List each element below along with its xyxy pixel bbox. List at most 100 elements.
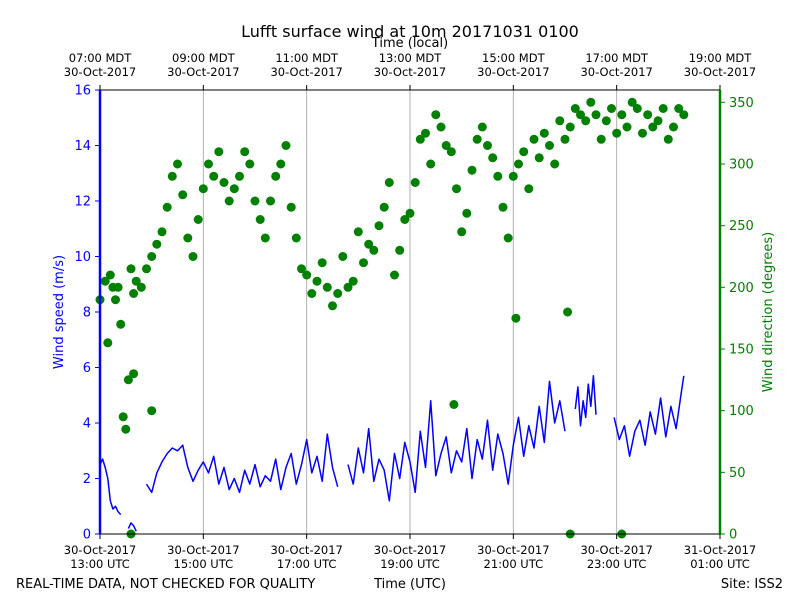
wind-direction-point bbox=[322, 282, 332, 292]
wind-direction-point bbox=[131, 276, 141, 286]
wind-direction-point bbox=[271, 171, 281, 181]
right-tick-label: 300 bbox=[729, 158, 754, 173]
wind-direction-point bbox=[129, 289, 139, 298]
wind-direction-point bbox=[607, 104, 616, 113]
wind-direction-point bbox=[359, 258, 368, 268]
wind-direction-point bbox=[260, 233, 270, 243]
wind-direction-point bbox=[297, 264, 306, 274]
wind-direction-point bbox=[410, 178, 420, 187]
wind-direction-point bbox=[426, 159, 436, 169]
wind-direction-point bbox=[374, 221, 384, 231]
wind-direction-point bbox=[503, 233, 513, 243]
top-tick-time: 15:00 MDT bbox=[482, 51, 546, 65]
left-tick-label: 16 bbox=[74, 84, 91, 99]
wind-direction-point bbox=[591, 110, 601, 120]
wind-direction-point bbox=[462, 208, 472, 218]
wind-direction-point bbox=[511, 313, 521, 323]
wind-direction-point bbox=[436, 122, 446, 132]
wind-direction-point bbox=[348, 276, 358, 286]
wind-direction-point bbox=[539, 128, 549, 138]
wind-direction-point bbox=[209, 171, 219, 181]
wind-direction-point bbox=[333, 289, 343, 298]
wind-direction-point bbox=[312, 276, 322, 286]
wind-direction-point bbox=[302, 270, 312, 280]
y-axis-label-left: Wind speed (m/s) bbox=[52, 255, 67, 369]
wind-direction-point bbox=[343, 282, 353, 292]
wind-direction-point bbox=[129, 369, 139, 379]
top-tick-time: 13:00 MDT bbox=[379, 51, 443, 65]
bottom-tick-date: 30-Oct-2017 bbox=[270, 543, 342, 557]
bottom-tick-time: 21:00 UTC bbox=[484, 557, 544, 571]
site-label: Site: ISS2 bbox=[721, 577, 783, 592]
grid-lines bbox=[99, 90, 721, 534]
wind-speed-line bbox=[574, 375, 597, 427]
wind-direction-point bbox=[519, 147, 529, 157]
bottom-tick-time: 15:00 UTC bbox=[174, 557, 234, 571]
wind-direction-point bbox=[307, 289, 317, 298]
right-tick-label: 50 bbox=[729, 466, 746, 481]
right-tick-label: 100 bbox=[729, 404, 754, 419]
wind-direction-point bbox=[431, 110, 441, 120]
right-tick-label: 0 bbox=[729, 528, 737, 543]
wind-direction-point bbox=[178, 190, 188, 200]
left-tick-label: 10 bbox=[74, 250, 91, 265]
wind-direction-point bbox=[100, 276, 110, 286]
wind-speed-line bbox=[99, 458, 122, 516]
wind-direction-point bbox=[586, 97, 596, 107]
wind-direction-point bbox=[224, 196, 234, 206]
wind-direction-point bbox=[622, 122, 632, 132]
wind-direction-point bbox=[235, 171, 244, 181]
wind-direction-point bbox=[663, 134, 673, 144]
wind-direction-point bbox=[560, 134, 570, 144]
wind-direction-point bbox=[105, 270, 115, 280]
wind-direction-point bbox=[126, 264, 136, 274]
wind-direction-point bbox=[276, 159, 286, 169]
wind-speed-line bbox=[127, 522, 137, 532]
wind-direction-point bbox=[508, 171, 518, 181]
wind-direction-point bbox=[173, 159, 182, 169]
wind-direction-point bbox=[446, 147, 456, 157]
right-tick-label: 350 bbox=[729, 96, 754, 111]
wind-direction-point bbox=[477, 122, 487, 132]
wind-direction-point bbox=[643, 110, 653, 120]
wind-direction-point bbox=[581, 116, 591, 126]
wind-direction-point bbox=[415, 134, 425, 144]
tick-labels: 0 2 4 6 8 10 12 14 16 0 50 100 150 200 250 300 350 30-Oct… bbox=[64, 51, 756, 571]
left-tick-label: 2 bbox=[83, 472, 91, 487]
wind-direction-point bbox=[245, 159, 255, 169]
bottom-tick-date: 30-Oct-2017 bbox=[477, 543, 549, 557]
left-tick-label: 0 bbox=[83, 528, 91, 543]
wind-direction-point bbox=[219, 178, 229, 187]
bottom-tick-time: 19:00 UTC bbox=[380, 557, 440, 571]
top-tick-date: 30-Oct-2017 bbox=[580, 65, 652, 79]
wind-direction-point bbox=[493, 171, 503, 181]
wind-direction-point bbox=[240, 147, 250, 157]
wind-direction-point bbox=[214, 147, 224, 157]
wind-direction-point bbox=[524, 184, 534, 194]
left-tick-label: 12 bbox=[74, 195, 91, 210]
bottom-tick-date: 30-Oct-2017 bbox=[167, 543, 239, 557]
wind-direction-point bbox=[379, 202, 389, 212]
wind-direction-point bbox=[353, 227, 363, 237]
wind-direction-point bbox=[400, 215, 410, 224]
chart-title: Lufft surface wind at 10m 20171031 0100 bbox=[241, 22, 579, 41]
left-tick-label: 6 bbox=[83, 361, 91, 376]
wind-direction-point bbox=[674, 104, 684, 113]
wind-speed-line bbox=[145, 433, 339, 494]
wind-direction-point bbox=[113, 282, 123, 292]
wind-direction-point bbox=[116, 319, 126, 329]
wind-direction-point bbox=[658, 104, 668, 113]
wind-speed-line bbox=[347, 380, 566, 502]
wind-direction-point bbox=[441, 141, 451, 150]
bottom-tick-date: 30-Oct-2017 bbox=[374, 543, 446, 557]
wind-direction-point bbox=[183, 233, 193, 243]
wind-direction-point bbox=[601, 116, 611, 126]
wind-direction-point bbox=[193, 215, 203, 224]
wind-direction-point bbox=[111, 295, 120, 305]
wind-direction-point bbox=[157, 227, 167, 237]
wind-direction-point bbox=[266, 196, 275, 206]
wind-direction-point bbox=[250, 196, 260, 206]
wind-direction-point bbox=[555, 116, 565, 126]
top-tick-time: 19:00 MDT bbox=[689, 51, 753, 65]
